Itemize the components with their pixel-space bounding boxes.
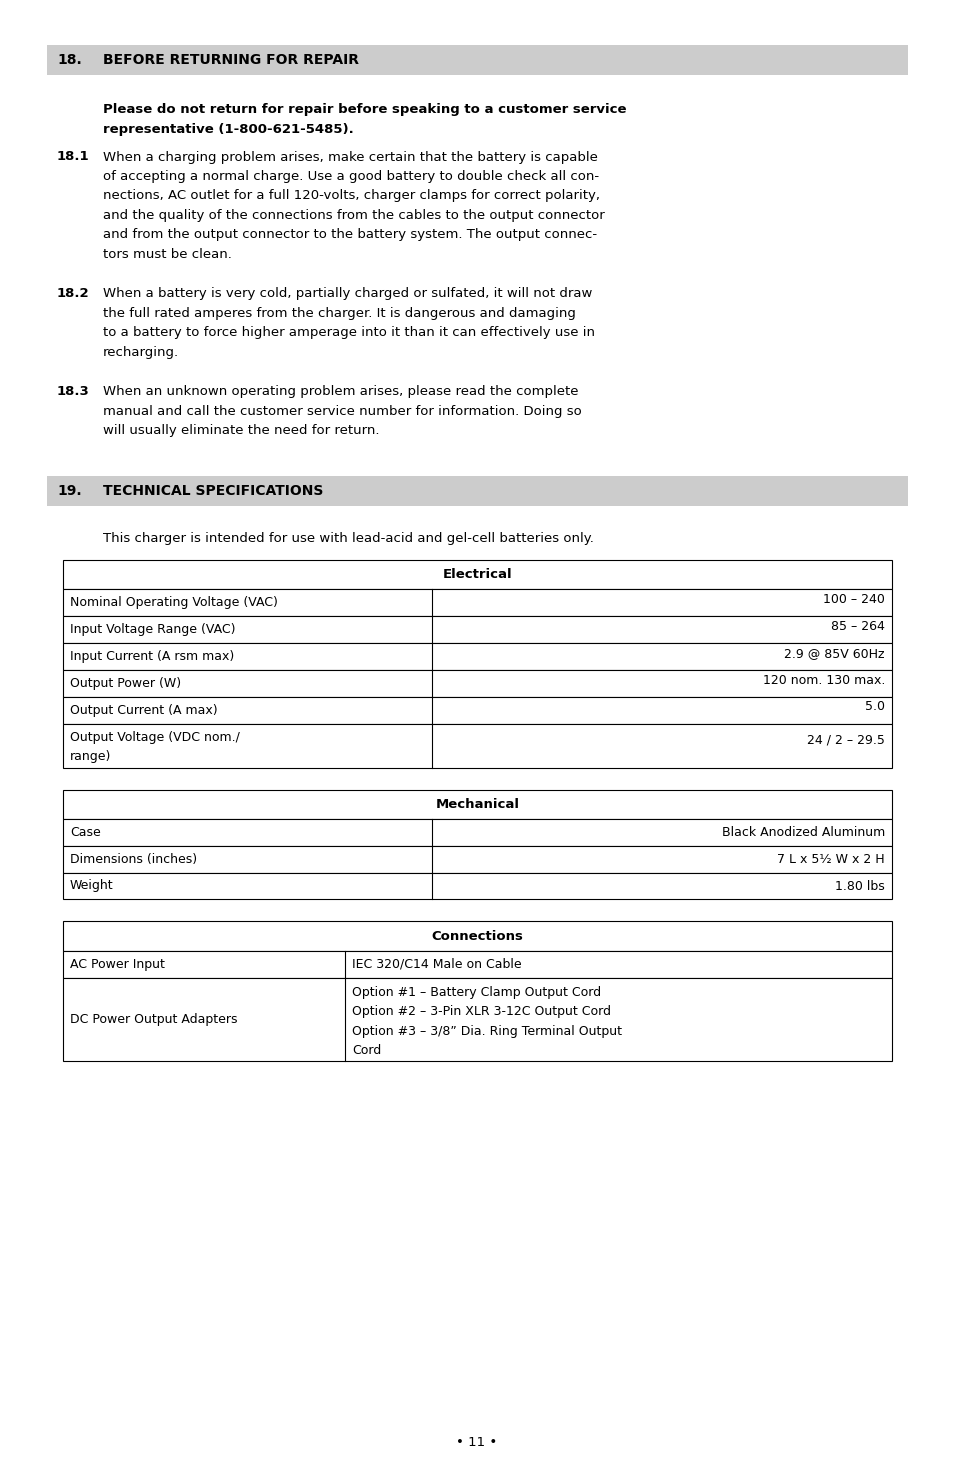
Text: TECHNICAL SPECIFICATIONS: TECHNICAL SPECIFICATIONS bbox=[103, 484, 323, 499]
Text: range): range) bbox=[70, 749, 112, 763]
Text: DC Power Output Adapters: DC Power Output Adapters bbox=[70, 1013, 237, 1025]
Text: Electrical: Electrical bbox=[442, 568, 512, 581]
Text: 24 / 2 – 29.5: 24 / 2 – 29.5 bbox=[806, 733, 884, 746]
Bar bbox=[63, 873, 891, 900]
Text: 5.0: 5.0 bbox=[864, 701, 884, 714]
Text: Weight: Weight bbox=[70, 879, 113, 892]
Text: representative (1-800-621-5485).: representative (1-800-621-5485). bbox=[103, 122, 354, 136]
Text: AC Power Input: AC Power Input bbox=[70, 957, 165, 971]
Text: Mechanical: Mechanical bbox=[435, 798, 519, 811]
Text: 7 L x 5½ W x 2 H: 7 L x 5½ W x 2 H bbox=[777, 853, 884, 866]
Text: tors must be clean.: tors must be clean. bbox=[103, 248, 232, 261]
Text: BEFORE RETURNING FOR REPAIR: BEFORE RETURNING FOR REPAIR bbox=[103, 53, 358, 66]
Text: • 11 •: • 11 • bbox=[456, 1437, 497, 1450]
Text: Output Power (W): Output Power (W) bbox=[70, 677, 181, 690]
Text: 19.: 19. bbox=[57, 484, 82, 499]
Text: Option #2 – 3-Pin XLR 3-12C Output Cord: Option #2 – 3-Pin XLR 3-12C Output Cord bbox=[352, 1004, 610, 1018]
Text: 85 – 264: 85 – 264 bbox=[830, 620, 884, 633]
Bar bbox=[63, 560, 891, 590]
Text: Option #3 – 3/8” Dia. Ring Terminal Output: Option #3 – 3/8” Dia. Ring Terminal Outp… bbox=[352, 1025, 621, 1038]
Bar bbox=[63, 922, 891, 951]
Bar bbox=[63, 670, 891, 696]
Bar bbox=[47, 46, 907, 75]
Text: 18.2: 18.2 bbox=[57, 288, 90, 301]
Text: to a battery to force higher amperage into it than it can effectively use in: to a battery to force higher amperage in… bbox=[103, 326, 595, 339]
Text: IEC 320/C14 Male on Cable: IEC 320/C14 Male on Cable bbox=[352, 957, 521, 971]
Bar bbox=[63, 845, 891, 873]
Text: 18.3: 18.3 bbox=[57, 385, 90, 398]
Text: will usually eliminate the need for return.: will usually eliminate the need for retu… bbox=[103, 425, 379, 438]
Text: Cord: Cord bbox=[352, 1044, 380, 1058]
Text: This charger is intended for use with lead-acid and gel-cell batteries only.: This charger is intended for use with le… bbox=[103, 532, 594, 544]
Text: and from the output connector to the battery system. The output connec-: and from the output connector to the bat… bbox=[103, 229, 597, 242]
Bar bbox=[63, 978, 891, 1061]
Text: When a battery is very cold, partially charged or sulfated, it will not draw: When a battery is very cold, partially c… bbox=[103, 288, 592, 301]
Text: the full rated amperes from the charger. It is dangerous and damaging: the full rated amperes from the charger.… bbox=[103, 307, 576, 320]
Text: Case: Case bbox=[70, 826, 101, 839]
Text: and the quality of the connections from the cables to the output connector: and the quality of the connections from … bbox=[103, 209, 604, 223]
Text: 18.1: 18.1 bbox=[57, 150, 90, 164]
Bar bbox=[63, 951, 891, 978]
Text: Nominal Operating Voltage (VAC): Nominal Operating Voltage (VAC) bbox=[70, 596, 277, 609]
Text: manual and call the customer service number for information. Doing so: manual and call the customer service num… bbox=[103, 406, 581, 417]
Text: Input Voltage Range (VAC): Input Voltage Range (VAC) bbox=[70, 624, 235, 636]
Text: nections, AC outlet for a full 120-volts, charger clamps for correct polarity,: nections, AC outlet for a full 120-volts… bbox=[103, 189, 599, 202]
Text: 2.9 @ 85V 60Hz: 2.9 @ 85V 60Hz bbox=[783, 646, 884, 659]
Text: 120 nom. 130 max.: 120 nom. 130 max. bbox=[761, 674, 884, 686]
Bar bbox=[63, 724, 891, 767]
Text: When a charging problem arises, make certain that the battery is capable: When a charging problem arises, make cer… bbox=[103, 150, 598, 164]
Bar bbox=[63, 643, 891, 670]
Text: recharging.: recharging. bbox=[103, 347, 179, 358]
Text: 100 – 240: 100 – 240 bbox=[822, 593, 884, 606]
Text: of accepting a normal charge. Use a good battery to double check all con-: of accepting a normal charge. Use a good… bbox=[103, 170, 598, 183]
Text: Please do not return for repair before speaking to a customer service: Please do not return for repair before s… bbox=[103, 103, 626, 117]
Bar bbox=[63, 696, 891, 724]
Bar bbox=[63, 789, 891, 819]
Bar bbox=[63, 819, 891, 845]
Text: Dimensions (inches): Dimensions (inches) bbox=[70, 853, 197, 866]
Text: Input Current (A rsm max): Input Current (A rsm max) bbox=[70, 650, 234, 662]
Text: Black Anodized Aluminum: Black Anodized Aluminum bbox=[721, 826, 884, 839]
Text: When an unknown operating problem arises, please read the complete: When an unknown operating problem arises… bbox=[103, 385, 578, 398]
Text: Connections: Connections bbox=[431, 929, 523, 943]
Bar bbox=[63, 590, 891, 617]
Bar bbox=[63, 617, 891, 643]
Text: Output Current (A max): Output Current (A max) bbox=[70, 704, 217, 717]
Text: Option #1 – Battery Clamp Output Cord: Option #1 – Battery Clamp Output Cord bbox=[352, 985, 600, 999]
Text: 18.: 18. bbox=[57, 53, 82, 66]
Bar bbox=[47, 476, 907, 506]
Text: 1.80 lbs: 1.80 lbs bbox=[835, 879, 884, 892]
Text: Output Voltage (VDC nom./: Output Voltage (VDC nom./ bbox=[70, 730, 239, 743]
